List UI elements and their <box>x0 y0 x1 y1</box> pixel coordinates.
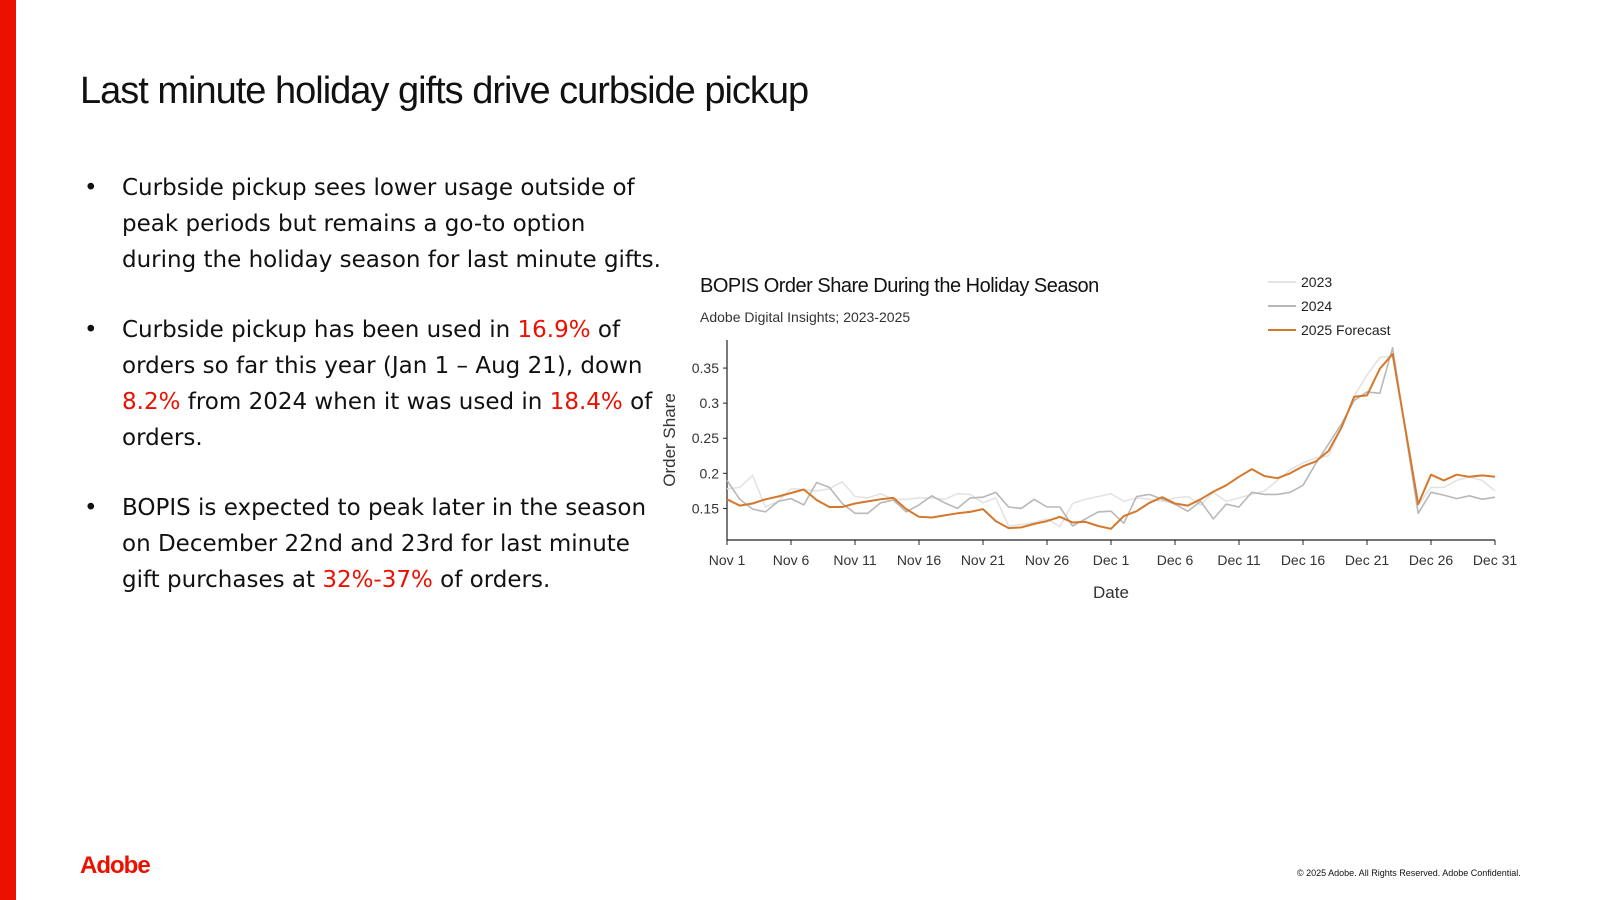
x-axis-label: Date <box>1093 583 1129 602</box>
bullet-text: BOPIS is expected to peak later in the s… <box>122 495 647 593</box>
chart-title: BOPIS Order Share During the Holiday Sea… <box>700 275 1099 297</box>
bullet-item: Curbside pickup has been used in 16.9% o… <box>82 312 662 456</box>
x-tick-label: Dec 16 <box>1281 552 1326 568</box>
highlight-stat: 8.2% <box>122 389 181 415</box>
series-line-2023 <box>726 355 1496 528</box>
bullet-text: Curbside pickup sees lower usage outside… <box>122 175 661 273</box>
x-tick-label: Dec 31 <box>1473 552 1518 568</box>
x-tick-label: Dec 26 <box>1409 552 1454 568</box>
legend-label: 2024 <box>1301 298 1332 314</box>
slide-title: Last minute holiday gifts drive curbside… <box>80 70 809 112</box>
chart-axes: 0.15 0.2 0.25 0.3 0.35 Nov 1 Nov 6 Nov 11 Nov 16… <box>692 340 1518 568</box>
x-tick-label: Nov 21 <box>961 552 1006 568</box>
x-tick-label: Nov 6 <box>773 552 810 568</box>
chart-series <box>726 346 1496 530</box>
legend-label: 2025 Forecast <box>1301 322 1391 338</box>
y-tick-label: 0.2 <box>700 465 720 481</box>
bullet-item: BOPIS is expected to peak later in the s… <box>82 490 662 598</box>
legend-label: 2023 <box>1301 274 1332 290</box>
highlight-stat: 32%-37% <box>322 567 433 593</box>
x-tick-label: Nov 16 <box>897 552 942 568</box>
chart-legend: 2023 2024 2025 Forecast <box>1268 274 1391 338</box>
y-tick-label: 0.15 <box>692 500 719 516</box>
y-tick-label: 0.3 <box>700 395 720 411</box>
highlight-stat: 18.4% <box>549 389 623 415</box>
bullet-text: of orders so far this year (Jan 1 – Aug … <box>122 317 643 379</box>
x-tick-label: Dec 21 <box>1345 552 1390 568</box>
x-tick-label: Dec 6 <box>1157 552 1194 568</box>
copyright-footer: © 2025 Adobe. All Rights Reserved. Adobe… <box>1297 868 1521 878</box>
adobe-logo: Adobe <box>80 852 151 879</box>
y-tick-label: 0.35 <box>692 360 719 376</box>
x-tick-label: Nov 1 <box>709 552 746 568</box>
x-tick-label: Dec 11 <box>1217 552 1261 568</box>
y-axis-label: Order Share <box>660 393 679 487</box>
x-tick-label: Nov 26 <box>1025 552 1070 568</box>
highlight-stat: 16.9% <box>517 317 591 343</box>
bullet-text: from 2024 when it was used in <box>180 389 550 415</box>
bopis-order-share-chart: BOPIS Order Share During the Holiday Sea… <box>660 274 1518 602</box>
brand-accent-bar <box>0 0 16 900</box>
bullet-text: Curbside pickup has been used in <box>122 317 518 343</box>
bullet-item: Curbside pickup sees lower usage outside… <box>82 170 662 278</box>
series-line-2025-forecast <box>726 353 1496 530</box>
x-tick-label: Nov 11 <box>833 552 877 568</box>
y-tick-label: 0.25 <box>692 430 719 446</box>
bullet-list: Curbside pickup sees lower usage outside… <box>82 170 662 632</box>
x-tick-label: Dec 1 <box>1093 552 1130 568</box>
bullet-text: of orders. <box>432 567 551 593</box>
chart-subtitle: Adobe Digital Insights; 2023-2025 <box>700 309 910 325</box>
series-line-2024 <box>726 346 1496 527</box>
bullet-text: of orders. <box>122 389 653 451</box>
